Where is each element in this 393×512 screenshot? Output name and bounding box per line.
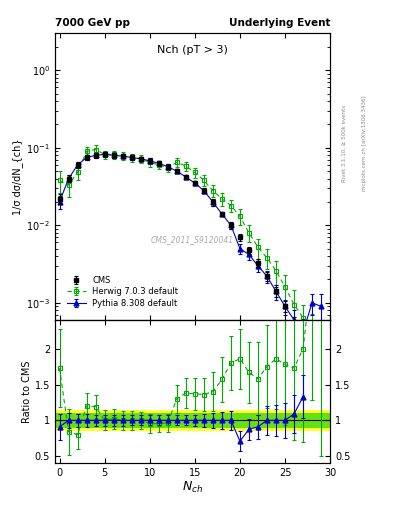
Text: CMS_2011_S9120041: CMS_2011_S9120041: [151, 235, 234, 244]
Text: Nch (pT > 3): Nch (pT > 3): [157, 45, 228, 55]
Legend: CMS, Herwig 7.0.3 default, Pythia 8.308 default: CMS, Herwig 7.0.3 default, Pythia 8.308 …: [65, 273, 181, 310]
Y-axis label: 1/σ dσ/dN_{ch}: 1/σ dσ/dN_{ch}: [13, 138, 24, 215]
Text: mcplots.cern.ch [arXiv:1306.3436]: mcplots.cern.ch [arXiv:1306.3436]: [362, 96, 367, 191]
Text: Underlying Event: Underlying Event: [229, 17, 330, 28]
Y-axis label: Ratio to CMS: Ratio to CMS: [22, 360, 32, 423]
Text: Rivet 3.1.10, ≥ 500k events: Rivet 3.1.10, ≥ 500k events: [342, 105, 347, 182]
X-axis label: $N_{ch}$: $N_{ch}$: [182, 480, 203, 495]
Text: 7000 GeV pp: 7000 GeV pp: [55, 17, 130, 28]
